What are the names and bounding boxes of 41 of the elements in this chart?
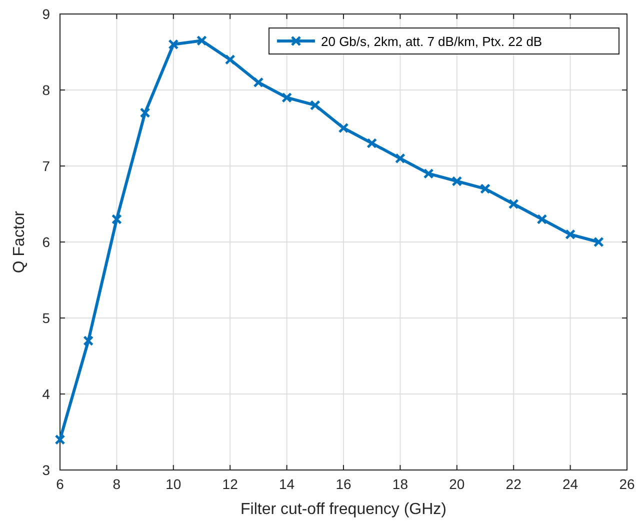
x-tick-label: 10: [166, 476, 182, 492]
point: [111, 214, 122, 224]
x-tick-label: 8: [112, 476, 121, 492]
y-tick-label: 7: [42, 158, 50, 174]
point: [282, 92, 292, 103]
x-tick-label: 14: [279, 476, 295, 492]
x-tick-label: 22: [506, 476, 522, 492]
x-tick-label: 26: [619, 476, 635, 492]
point: [480, 184, 490, 194]
point: [310, 100, 320, 110]
x-tick-label: 18: [392, 476, 408, 492]
x-tick-label: 12: [222, 476, 238, 492]
point: [54, 434, 66, 445]
legend-label: 20 Gb/s, 2km, att. 7 dB/km, Ptx. 22 dB: [321, 34, 542, 49]
point: [423, 168, 434, 179]
x-tick-label: 16: [336, 476, 352, 492]
y-tick-label: 8: [42, 82, 50, 98]
y-tick-label: 4: [42, 386, 50, 402]
point: [508, 198, 519, 210]
x-tick-label: 24: [562, 476, 578, 492]
point: [366, 138, 378, 148]
point: [224, 54, 236, 65]
point: [168, 39, 179, 50]
point: [196, 35, 207, 46]
y-tick-label: 6: [42, 234, 50, 250]
point: [338, 122, 349, 134]
x-tick-label: 6: [56, 476, 64, 492]
point: [253, 77, 264, 88]
point: [536, 214, 548, 224]
y-tick-label: 3: [42, 462, 50, 478]
y-axis-title: Q Factor: [11, 210, 28, 274]
x-axis-title: Filter cut-off frequency (GHz): [240, 501, 446, 518]
y-tick-label: 9: [42, 6, 50, 22]
point: [565, 229, 576, 240]
point: [452, 176, 462, 186]
point: [593, 236, 604, 248]
point: [83, 336, 94, 346]
x-tick-label: 20: [449, 476, 465, 492]
point: [140, 108, 150, 118]
point: [394, 153, 406, 164]
y-tick-label: 5: [42, 310, 50, 326]
